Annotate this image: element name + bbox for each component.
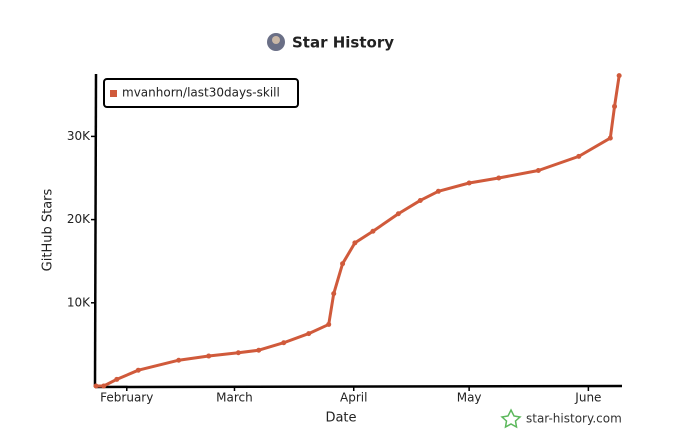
x-tick-label: June <box>574 391 601 405</box>
x-tick-label: March <box>216 391 253 405</box>
x-tick-label: April <box>340 391 367 405</box>
y-tick-label: 10K <box>67 295 91 309</box>
legend-label: mvanhorn/last30days-skill <box>122 86 280 100</box>
x-axis-title: Date <box>325 411 356 426</box>
x-tick-label: May <box>457 391 482 405</box>
data-point <box>607 135 613 141</box>
data-point <box>206 353 212 359</box>
data-point <box>256 347 262 353</box>
data-point <box>395 211 401 217</box>
y-axis <box>93 73 98 388</box>
data-point <box>576 153 582 159</box>
x-tick-label: February <box>100 391 153 405</box>
legend: mvanhorn/last30days-skill <box>103 78 299 108</box>
data-point <box>352 240 358 246</box>
y-axis-title: GitHub Stars <box>41 188 56 271</box>
data-point <box>331 291 337 297</box>
data-point <box>235 350 241 356</box>
data-point <box>281 340 287 346</box>
data-point <box>114 376 120 382</box>
y-tick-label: 30K <box>67 129 91 143</box>
data-point <box>93 383 99 389</box>
data-point <box>496 175 502 181</box>
data-point <box>340 261 346 267</box>
series-line <box>94 74 621 388</box>
data-point <box>101 383 107 389</box>
chart-title: Star History <box>292 34 394 52</box>
y-tick-label: 20K <box>67 212 91 226</box>
data-point <box>135 367 141 373</box>
data-point <box>306 331 312 337</box>
watermark: star-history.com <box>500 408 622 429</box>
data-point <box>370 228 376 234</box>
data-point <box>612 103 618 109</box>
data-point <box>417 197 423 203</box>
watermark-icon <box>500 408 522 429</box>
data-point <box>435 188 441 194</box>
data-point <box>466 180 472 186</box>
data-point <box>326 321 332 327</box>
legend-box <box>103 78 299 108</box>
watermark-text: star-history.com <box>526 412 622 426</box>
legend-swatch <box>110 90 117 97</box>
data-point <box>176 357 182 363</box>
avatar-face <box>272 36 280 44</box>
data-point <box>535 168 541 174</box>
data-point <box>616 73 622 79</box>
x-axis <box>94 384 623 389</box>
